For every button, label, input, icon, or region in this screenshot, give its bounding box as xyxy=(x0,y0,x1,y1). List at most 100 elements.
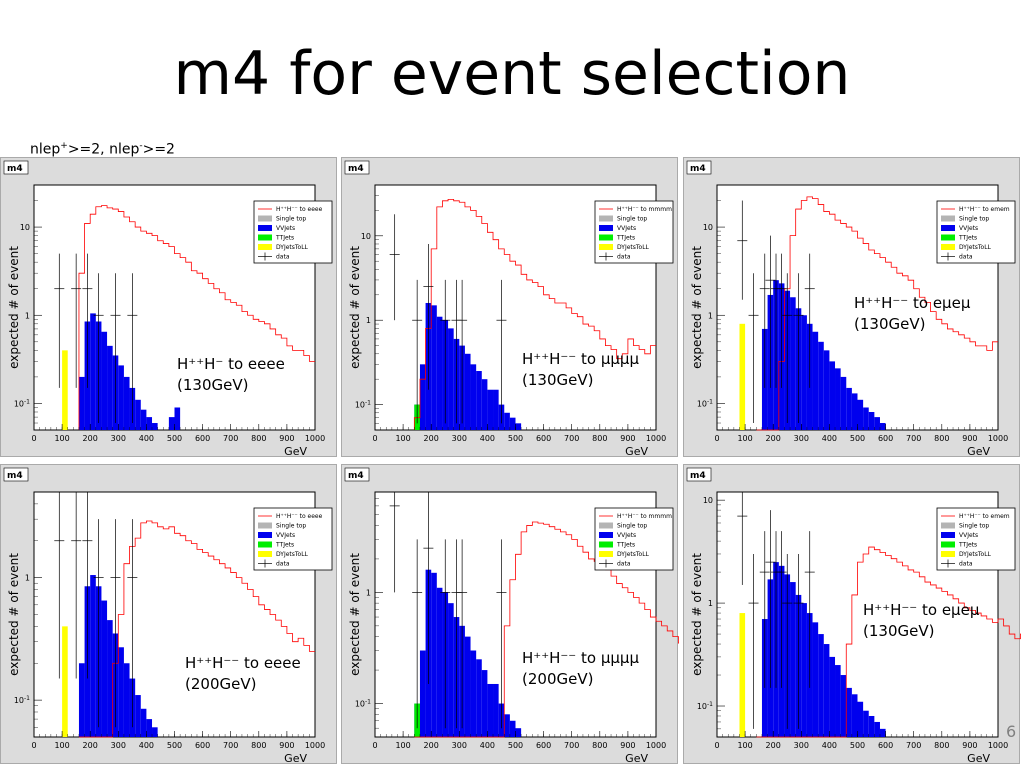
x-axis-label: GeV xyxy=(284,752,307,765)
x-tick-label: 200 xyxy=(83,741,98,750)
legend-entry: data xyxy=(959,561,973,568)
signal-histogram-line xyxy=(413,199,656,430)
x-axis-label: GeV xyxy=(625,752,648,765)
vvjets-bar xyxy=(90,575,96,737)
x-tick-label: 0 xyxy=(372,434,377,443)
x-tick-label: 500 xyxy=(850,741,865,750)
x-tick-label: 200 xyxy=(424,741,439,750)
x-tick-label: 1000 xyxy=(305,741,325,750)
x-tick-label: 300 xyxy=(111,434,126,443)
legend-swatch xyxy=(599,532,613,538)
x-tick-label: 100 xyxy=(395,741,410,750)
legend-swatch xyxy=(941,551,955,557)
vvjets-bar xyxy=(493,683,499,737)
x-tick-label: 900 xyxy=(620,434,635,443)
x-tick-label: 700 xyxy=(223,741,238,750)
legend-swatch xyxy=(599,522,613,529)
legend-entry: TTJets xyxy=(275,542,294,549)
legend-entry: H⁺⁺H⁻⁻ to eeee xyxy=(276,513,323,520)
y-tick-label: 10-1 xyxy=(355,699,371,709)
legend-entry: TTJets xyxy=(616,542,635,549)
subtitle-part-b: >=2, nlep xyxy=(67,141,140,158)
vvjets-bar xyxy=(140,409,147,430)
x-tick-label: 900 xyxy=(279,434,294,443)
annotation-process: H⁺⁺H⁻⁻ to eeee xyxy=(185,654,301,672)
legend-entry: DYJetsToLL xyxy=(959,551,992,558)
legend-swatch xyxy=(258,551,272,557)
legend-entry: H⁺⁺H⁻⁻ to eeee xyxy=(276,206,323,213)
x-tick-label: 500 xyxy=(508,741,523,750)
vvjets-bar xyxy=(487,683,494,737)
vvjets-bar xyxy=(493,389,499,430)
y-tick-label: 10 xyxy=(361,232,371,241)
vvjets-bar xyxy=(146,719,153,737)
legend-entry: Single top xyxy=(617,216,647,223)
signal-annotation: H⁺⁺H⁻⁻ to eμeμ (130GeV) xyxy=(863,600,979,642)
vvjets-bar xyxy=(90,313,96,430)
x-tick-label: 300 xyxy=(452,741,467,750)
legend-entry: VVJets xyxy=(617,225,636,232)
y-tick-label: 10 xyxy=(703,223,713,232)
legend-entry: DYJetsToLL xyxy=(959,244,992,251)
y-tick-label: 1 xyxy=(25,574,30,583)
legend-entry: data xyxy=(617,254,631,261)
x-tick-label: 1000 xyxy=(646,741,666,750)
x-tick-label: 300 xyxy=(111,741,126,750)
vvjets-bar xyxy=(801,315,807,430)
y-tick-label: 10 xyxy=(20,223,30,232)
vvjets-bar xyxy=(470,650,477,737)
x-tick-label: 200 xyxy=(766,741,781,750)
vvjets-bar xyxy=(812,622,819,737)
legend-swatch xyxy=(941,225,955,231)
signal-histogram-line xyxy=(414,521,679,738)
x-tick-label: 400 xyxy=(480,741,495,750)
histogram-panel: m4 0 100 200 300 400 500 600 700 800 900 1000 GeV 10-… xyxy=(341,464,679,765)
pad-label: m4 xyxy=(348,164,364,174)
x-axis-label: GeV xyxy=(967,445,990,458)
annotation-mass: (130GeV) xyxy=(854,315,926,333)
legend-box xyxy=(253,507,333,571)
pad-label: m4 xyxy=(348,471,364,481)
x-tick-label: 200 xyxy=(766,434,781,443)
pad-label: m4 xyxy=(690,164,706,174)
legend-entry: H⁺⁺H⁻⁻ to mmmm xyxy=(617,206,672,213)
legend-entry: data xyxy=(276,561,290,568)
x-tick-label: 900 xyxy=(962,741,977,750)
x-tick-label: 400 xyxy=(822,434,837,443)
vvjets-bar xyxy=(152,423,158,430)
vvjets-bar xyxy=(107,345,113,430)
vvjets-bar xyxy=(107,620,113,737)
signal-annotation: H⁺⁺H⁻⁻ to μμμμ (200GeV) xyxy=(522,648,639,690)
vvjets-bar xyxy=(515,728,522,737)
legend-entry: data xyxy=(959,254,973,261)
y-tick-exponent: -1 xyxy=(707,701,713,708)
x-tick-label: 700 xyxy=(564,434,579,443)
annotation-mass: (130GeV) xyxy=(177,376,249,394)
x-tick-label: 0 xyxy=(714,434,719,443)
vvjets-bar xyxy=(504,714,510,737)
vvjets-bar xyxy=(851,393,858,430)
x-tick-label: 700 xyxy=(906,741,921,750)
x-tick-label: 100 xyxy=(54,741,69,750)
y-axis-label: expected # of event xyxy=(690,553,704,676)
legend-entry: H⁺⁺H⁻⁻ to emem xyxy=(959,206,1010,213)
y-tick-exponent: -1 xyxy=(24,695,30,702)
legend-swatch xyxy=(599,244,613,250)
signal-histogram-line xyxy=(756,546,1021,738)
x-tick-label: 300 xyxy=(794,741,809,750)
vvjets-bar xyxy=(123,663,130,737)
x-tick-label: 800 xyxy=(934,741,949,750)
y-tick-exponent: -1 xyxy=(707,398,713,405)
vvjets-bar xyxy=(790,582,796,737)
vvjets-bar xyxy=(868,715,875,737)
x-tick-label: 100 xyxy=(737,741,752,750)
x-tick-label: 500 xyxy=(167,434,182,443)
signal-histogram-line xyxy=(78,520,315,738)
x-axis-label: GeV xyxy=(625,445,648,458)
histogram-panel: m4 0 100 200 300 400 500 600 700 800 900 1000 GeV 10-… xyxy=(683,157,1020,458)
legend-entry: TTJets xyxy=(958,235,977,242)
y-tick-label: 10-1 xyxy=(355,400,371,410)
vvjets-bar xyxy=(168,417,175,430)
legend-entry: H⁺⁺H⁻⁻ to mmmm xyxy=(617,513,672,520)
legend-swatch xyxy=(599,215,613,222)
